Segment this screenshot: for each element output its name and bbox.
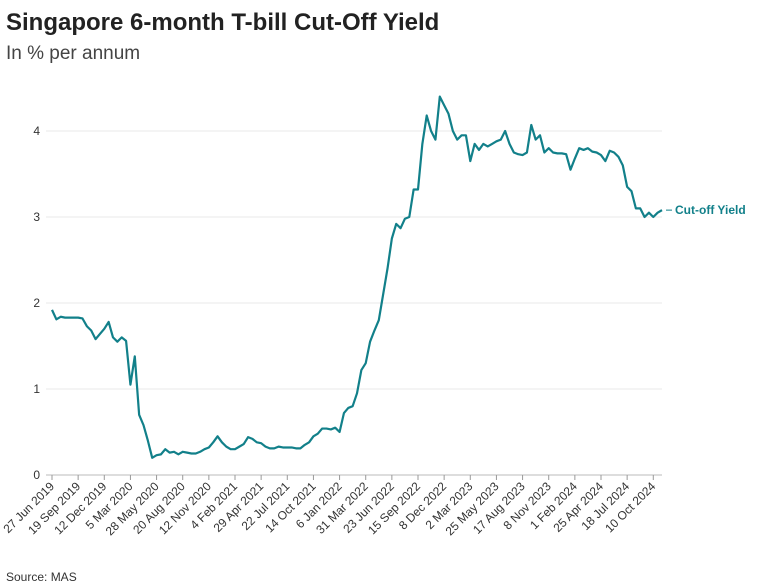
line [51, 95, 663, 459]
y-tick-label: 3 [33, 210, 40, 224]
y-tick-label: 2 [33, 296, 40, 310]
chart-subtitle: In % per annum [6, 43, 140, 64]
source: Source: MAS [6, 570, 77, 584]
y-tick-label: 4 [33, 124, 40, 138]
y-tick-label: 0 [33, 468, 40, 482]
chart-title: Singapore 6-month T-bill Cut-Off Yield [6, 9, 439, 36]
y-tick-label: 1 [33, 382, 40, 396]
legend-label: Cut-off Yield [675, 203, 746, 217]
